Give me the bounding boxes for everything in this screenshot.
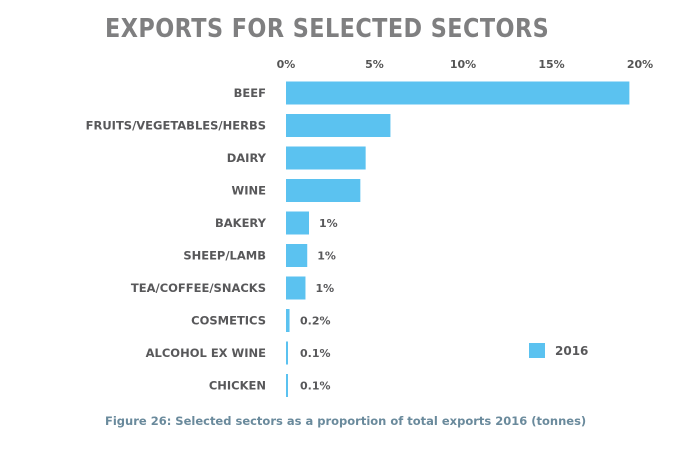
category-labels: BEEF FRUITS/VEGETABLES/HERBS DAIRY WINE BAKE… bbox=[86, 86, 267, 393]
bar bbox=[286, 146, 366, 170]
legend-swatch bbox=[529, 343, 545, 358]
legend-label: 2016 bbox=[555, 344, 588, 358]
category-label: FRUITS/VEGETABLES/HERBS bbox=[86, 119, 266, 133]
data-label: 1% bbox=[317, 250, 336, 263]
bar bbox=[286, 276, 306, 300]
bar bbox=[286, 211, 310, 235]
category-label: CHICKEN bbox=[209, 379, 266, 393]
bar bbox=[286, 114, 391, 137]
category-label: ALCOHOL EX WINE bbox=[146, 346, 266, 360]
category-label: DAIRY bbox=[227, 151, 267, 165]
category-label: COSMETICS bbox=[191, 314, 266, 328]
bar bbox=[286, 81, 630, 105]
data-label: 1% bbox=[315, 282, 334, 295]
legend: 2016 bbox=[529, 343, 588, 358]
figure-caption: Figure 26: Selected sectors as a proport… bbox=[105, 414, 587, 428]
x-tick-label: 0% bbox=[277, 58, 296, 71]
bar bbox=[286, 244, 308, 267]
category-label: TEA/COFFEE/SNACKS bbox=[131, 281, 266, 295]
category-label: BAKERY bbox=[215, 216, 267, 230]
category-label: BEEF bbox=[234, 86, 266, 100]
bar bbox=[286, 374, 288, 397]
data-label: 1% bbox=[319, 217, 338, 230]
data-label: 0.1% bbox=[300, 380, 331, 393]
bars bbox=[286, 81, 630, 397]
category-label: SHEEP/LAMB bbox=[183, 249, 266, 263]
x-axis-ticks: 0% 5% 10% 15% 20% bbox=[277, 58, 654, 71]
bar bbox=[286, 341, 288, 365]
data-label: 0.2% bbox=[300, 315, 331, 328]
category-label: WINE bbox=[232, 184, 267, 198]
x-tick-label: 20% bbox=[627, 58, 653, 71]
x-tick-label: 5% bbox=[365, 58, 384, 71]
chart-title: EXPORTS FOR SELECTED SECTORS bbox=[105, 14, 550, 44]
x-tick-label: 10% bbox=[450, 58, 476, 71]
data-label: 0.1% bbox=[300, 347, 331, 360]
bar bbox=[286, 309, 290, 332]
data-labels: 1% 1% 1% 0.2% 0.1% 0.1% bbox=[300, 217, 338, 393]
bar bbox=[286, 179, 361, 202]
x-tick-label: 15% bbox=[538, 58, 564, 71]
